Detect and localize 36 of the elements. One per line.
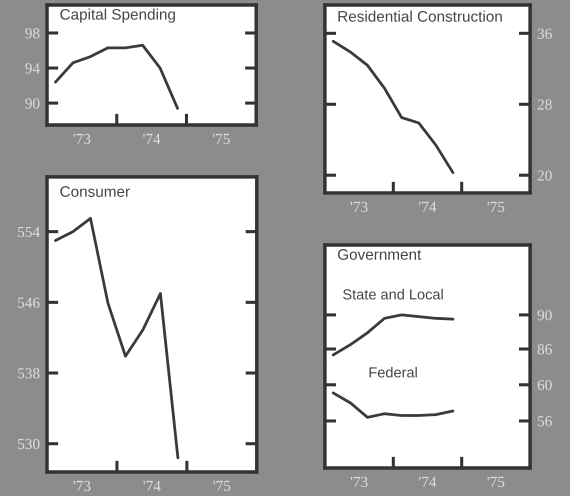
chart-title: Residential Construction <box>338 10 502 22</box>
series-label: State and Local <box>343 288 443 300</box>
x-tick-label: '73 <box>350 202 368 212</box>
x-tick-label: '75 <box>212 134 230 144</box>
x-tick-label: '73 <box>74 134 90 144</box>
y2-tick-label: 86 <box>538 344 552 354</box>
y-tick-label: 90 <box>25 98 40 109</box>
x-tick-label: '74 <box>419 476 436 487</box>
y-tick-label: 546 <box>18 298 40 308</box>
y2-tick-label: 56 <box>538 416 552 426</box>
x-tick-label: '74 <box>419 202 436 212</box>
x-tick-label: '75 <box>488 202 504 212</box>
y-tick-label: 554 <box>18 226 40 238</box>
text: Federal <box>370 366 417 378</box>
y2-tick-label: 60 <box>538 380 552 390</box>
y2-tick-label: 36 <box>538 28 552 39</box>
line-series <box>54 217 180 460</box>
y2-tick-label: 90 <box>538 310 552 320</box>
y2-tick-label: 28 <box>538 99 552 110</box>
y-tick-label: 94 <box>25 63 40 74</box>
x-tick-label: '73 <box>74 480 90 492</box>
line-series <box>54 44 179 110</box>
y-tick-label: 538 <box>18 368 40 378</box>
x-tick-label: '75 <box>488 476 504 488</box>
y-tick-label: 98 <box>25 28 40 38</box>
chart-title: Consumer <box>60 186 130 197</box>
chart-title: Government <box>338 249 422 260</box>
x-tick-label: '73 <box>350 476 368 488</box>
line-series <box>332 40 454 174</box>
y-tick-label: 530 <box>18 438 40 450</box>
y2-tick-label: 20 <box>538 170 552 181</box>
x-tick-label: '75 <box>213 480 230 492</box>
x-tick-label: '74 <box>144 480 161 491</box>
line-series <box>332 392 454 419</box>
chart-title: Capital Spending <box>60 8 175 23</box>
x-tick-label: '74 <box>143 134 160 144</box>
